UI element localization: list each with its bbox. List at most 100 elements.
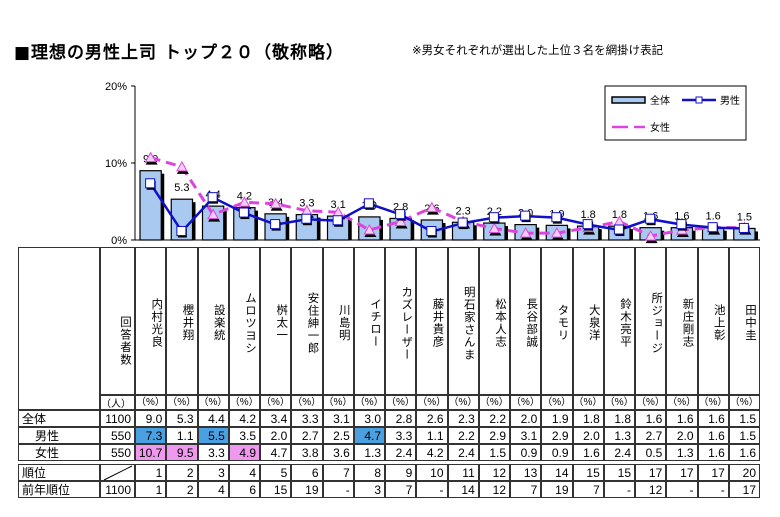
male-marker xyxy=(207,192,218,203)
female-row-value: 1.3 xyxy=(666,444,698,461)
male-marker xyxy=(582,219,593,230)
male-marker xyxy=(707,222,718,233)
person-name-header: 川島明 xyxy=(322,247,354,395)
prev-rank-row-value: 19 xyxy=(291,481,323,498)
male-row-value: 1.3 xyxy=(603,427,635,444)
male-row-value: 2.7 xyxy=(291,427,323,444)
female-marker xyxy=(269,197,282,209)
female-row-value: 1.5 xyxy=(478,444,510,461)
person-name-header: 池上彰 xyxy=(697,247,729,395)
overall-row-value: 1.9 xyxy=(541,410,573,427)
overall-row-value: 3.1 xyxy=(322,410,354,427)
pct-unit: （%） xyxy=(635,395,667,410)
prev-rank-row-value: 7 xyxy=(510,481,542,498)
prev-rank-row-value: 14 xyxy=(447,481,479,498)
prev-rank-row-value: 4 xyxy=(197,481,229,498)
legend-bar-swatch xyxy=(611,96,646,104)
legend-male-marker xyxy=(695,96,703,104)
prev-rank-row-value: 12 xyxy=(635,481,667,498)
rank-row-value: 8 xyxy=(353,464,385,481)
male-marker xyxy=(738,222,749,233)
pct-unit: （%） xyxy=(260,395,292,410)
overall-row-value: 4.2 xyxy=(228,410,260,427)
male-row-value: 1.1 xyxy=(166,427,198,444)
person-name-header: 田中圭 xyxy=(728,247,760,395)
female-marker xyxy=(644,230,657,241)
female-marker xyxy=(394,215,407,227)
overall-row-value: 2.3 xyxy=(447,410,479,427)
legend-overall-label: 全体 xyxy=(650,94,670,107)
bar-overall xyxy=(201,205,225,241)
prev-rank-row-value: 17 xyxy=(728,481,760,498)
person-name-header: 長谷部誠 xyxy=(510,247,542,395)
female-line xyxy=(150,156,745,238)
female-marker xyxy=(426,201,438,213)
prev-rank-row-value: 1 xyxy=(135,481,167,498)
overall-row-value: 9.0 xyxy=(135,410,167,427)
female-marker xyxy=(207,208,219,220)
male-marker xyxy=(426,226,437,237)
male-row-value: 3.5 xyxy=(228,427,260,444)
prev-rank-row-value: - xyxy=(416,481,448,498)
pct-unit: （%） xyxy=(353,395,385,410)
female-row-value: 1.6 xyxy=(697,444,729,461)
overall-row-value: 2.0 xyxy=(510,410,542,427)
female-marker xyxy=(363,223,376,235)
male-marker xyxy=(238,207,249,218)
male-row-value: 2.9 xyxy=(541,427,573,444)
person-name-header: イチロー xyxy=(353,247,385,395)
female-row-value: 1.6 xyxy=(572,444,604,461)
bar-value-label: 1.8 xyxy=(580,209,595,221)
pct-unit: （%） xyxy=(478,395,510,410)
female-row-label: 女性 xyxy=(18,444,100,461)
male-row-value: 2.0 xyxy=(260,427,292,444)
pct-unit: （%） xyxy=(541,395,573,410)
pct-unit: （%） xyxy=(166,395,198,410)
person-name-header: 鈴木亮平 xyxy=(603,247,635,395)
male-row-value: 2.2 xyxy=(447,427,479,444)
female-row-value: 2.4 xyxy=(385,444,417,461)
female-marker xyxy=(176,160,188,172)
rank-row-value: 5 xyxy=(260,464,292,481)
legend-box xyxy=(604,85,747,141)
female-row-value: 0.5 xyxy=(635,444,667,461)
male-row-value: 2.0 xyxy=(572,427,604,444)
male-row-value: 2.7 xyxy=(635,427,667,444)
person-name-header: 明石家さんま xyxy=(447,247,479,395)
rank-row-value: 14 xyxy=(541,464,573,481)
overall-row-value: 2.8 xyxy=(385,410,417,427)
prev-rank-row-value: - xyxy=(603,481,635,498)
female-row-value: 9.5 xyxy=(166,444,198,461)
female-row-value: 3.6 xyxy=(322,444,354,461)
prev-rank-row-label: 前年順位 xyxy=(18,481,100,498)
rank-row-value: 20 xyxy=(728,464,760,481)
female-marker xyxy=(488,222,501,233)
y-tick-label: 10% xyxy=(105,158,127,170)
overall-row-value: 1.8 xyxy=(572,410,604,427)
prev-rank-row-value: 7 xyxy=(572,481,604,498)
female-row-value: 1.6 xyxy=(728,444,760,461)
person-name-header: 松本人志 xyxy=(478,247,510,395)
prev-rank-row-value: 6 xyxy=(228,481,260,498)
bar-value-label: 1.5 xyxy=(737,211,752,223)
rank-row-value: 15 xyxy=(603,464,635,481)
overall-row-value: 2.2 xyxy=(478,410,510,427)
prev-rank-row-value: 3 xyxy=(353,481,385,498)
y-tick-label: 20% xyxy=(105,81,127,93)
female-row-value: 4.7 xyxy=(260,444,292,461)
bar-value-label: 3.3 xyxy=(299,198,314,210)
overall-row-value: 5.3 xyxy=(166,410,198,427)
female-row-value: 1.3 xyxy=(353,444,385,461)
rank-row-value: 9 xyxy=(385,464,417,481)
person-name-header: 設楽統 xyxy=(197,247,229,395)
male-marker xyxy=(363,198,374,209)
female-marker xyxy=(551,227,563,238)
bar-value-label: 1.8 xyxy=(612,209,627,221)
female-row-value: 4.9 xyxy=(228,444,260,461)
female-row-value: 0.9 xyxy=(541,444,573,461)
page-title: ■理想の男性上司 トップ２０（敬称略） xyxy=(14,43,344,63)
female-row-value: 3.3 xyxy=(197,444,229,461)
female-row-value: 0.9 xyxy=(510,444,542,461)
person-name-header: タモリ xyxy=(541,247,573,395)
female-marker xyxy=(144,151,157,163)
